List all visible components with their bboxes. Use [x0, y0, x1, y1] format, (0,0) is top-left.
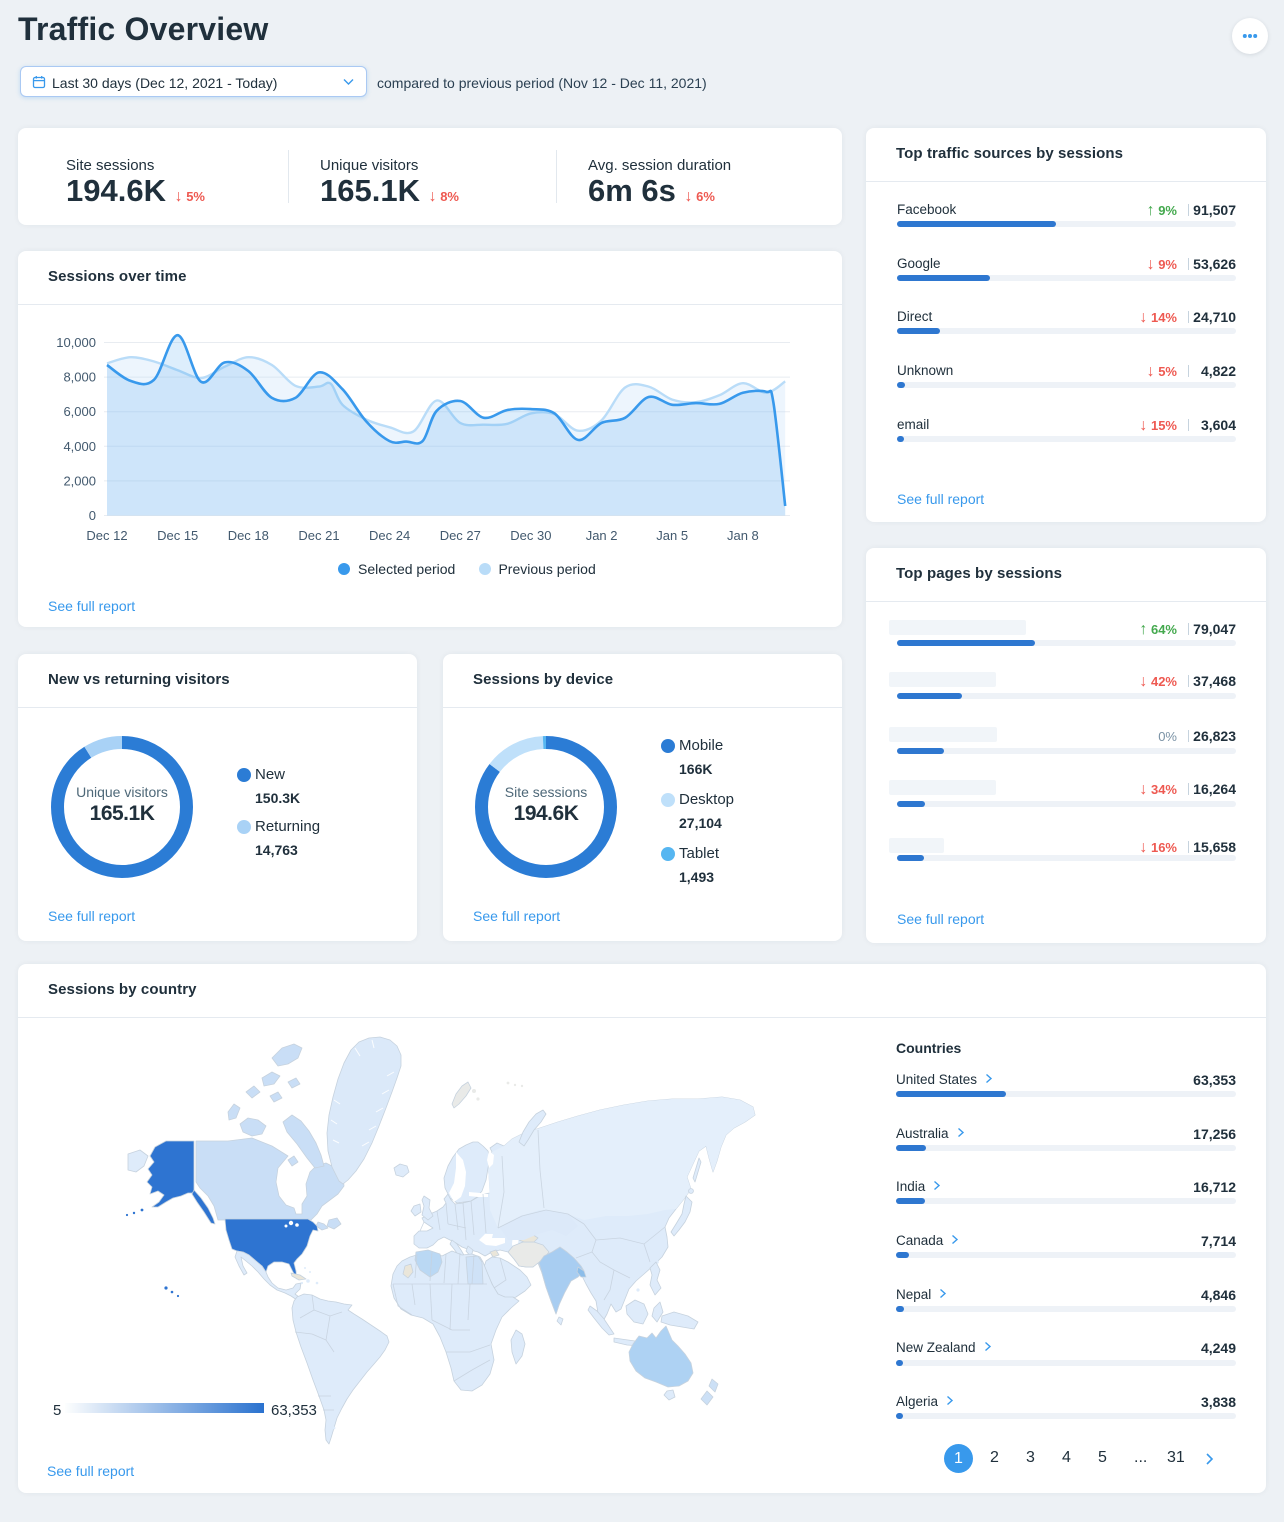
svg-text:Dec 15: Dec 15 — [157, 528, 198, 543]
svg-text:Dec 21: Dec 21 — [298, 528, 339, 543]
svg-text:Jan 2: Jan 2 — [586, 528, 618, 543]
svg-text:6,000: 6,000 — [63, 404, 96, 419]
svg-text:0: 0 — [89, 508, 96, 523]
svg-text:Dec 12: Dec 12 — [86, 528, 127, 543]
svg-text:2,000: 2,000 — [63, 473, 96, 488]
svg-text:4,000: 4,000 — [63, 439, 96, 454]
svg-text:Jan 8: Jan 8 — [727, 528, 759, 543]
svg-text:Dec 18: Dec 18 — [228, 528, 269, 543]
svg-text:Dec 24: Dec 24 — [369, 528, 410, 543]
svg-text:Dec 30: Dec 30 — [510, 528, 551, 543]
svg-text:Dec 27: Dec 27 — [440, 528, 481, 543]
svg-text:8,000: 8,000 — [63, 370, 96, 385]
svg-text:10,000: 10,000 — [56, 335, 96, 350]
svg-text:Jan 5: Jan 5 — [656, 528, 688, 543]
